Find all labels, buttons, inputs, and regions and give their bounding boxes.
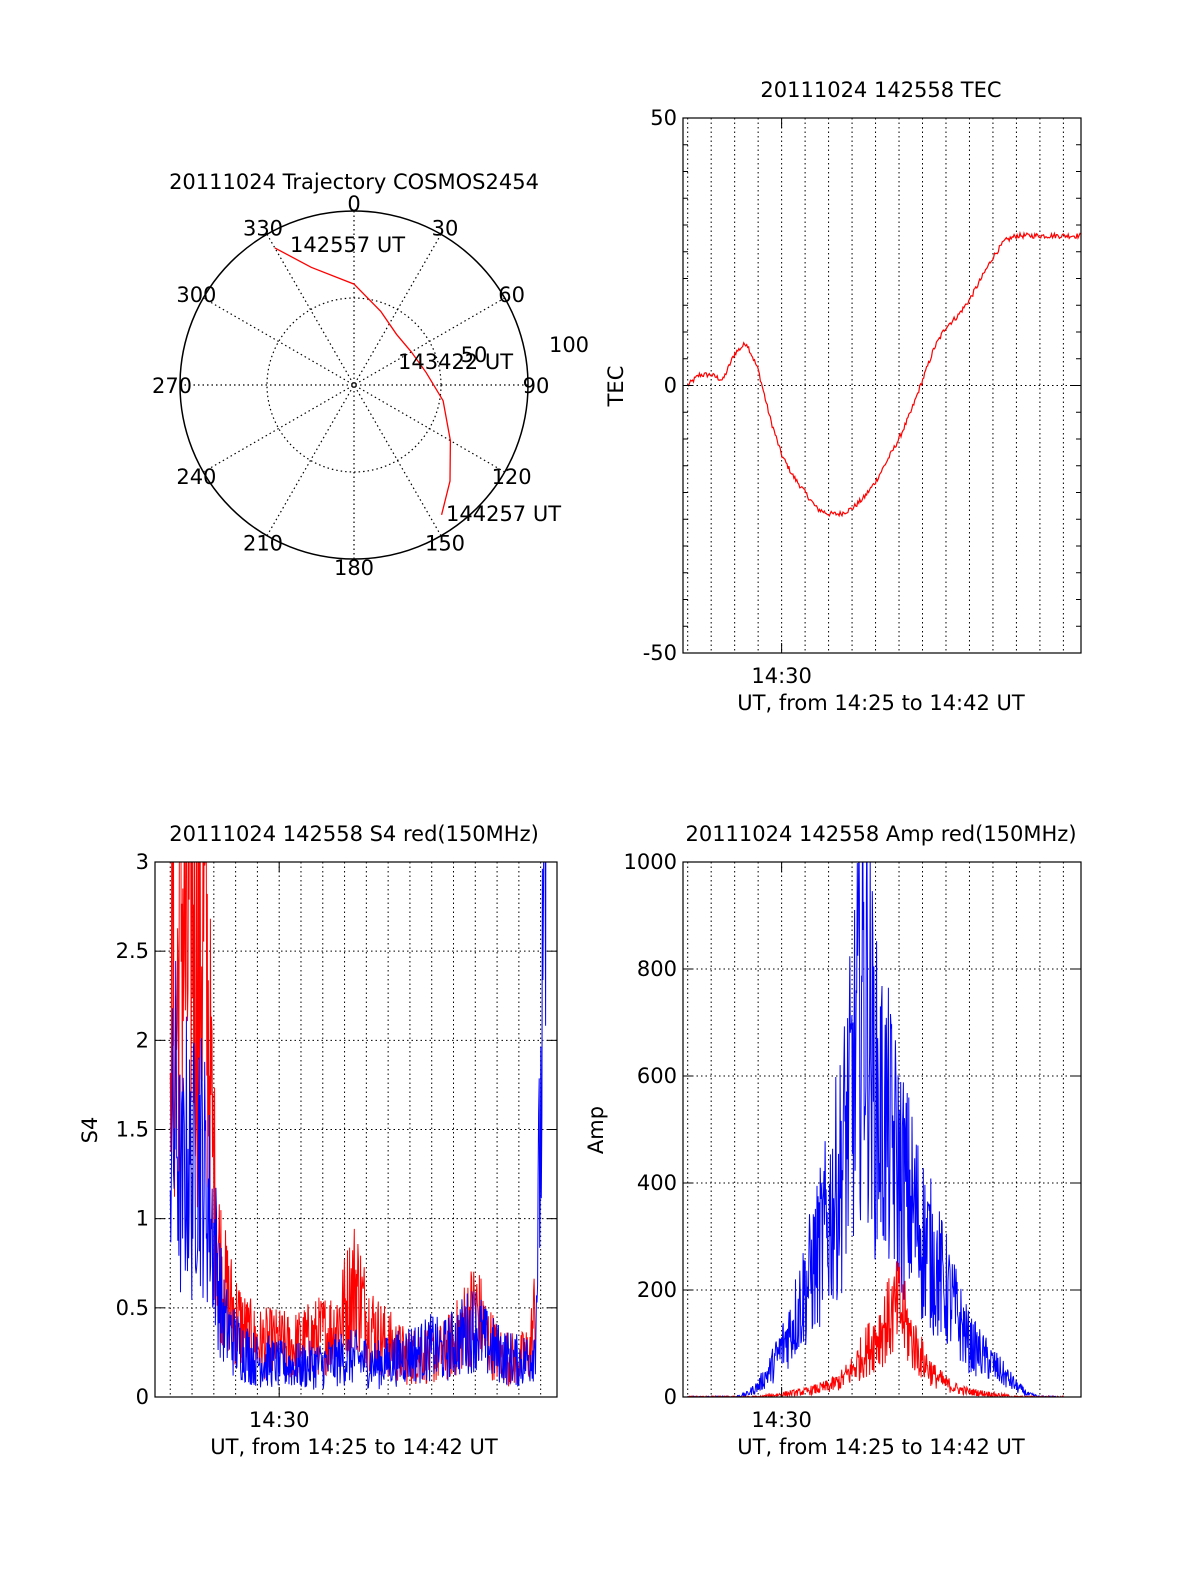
s4-series-line bbox=[169, 862, 536, 1387]
s4-ytick-label: 2.5 bbox=[116, 939, 149, 963]
trajectory-panel: 20111024 Trajectory COSMOS2454 0 30 60 90 12… bbox=[152, 170, 589, 580]
tec-ytick-label: 50 bbox=[650, 106, 677, 130]
trajectory-azimuth-label: 180 bbox=[334, 556, 374, 580]
trajectory-ring-label-100: 100 bbox=[549, 333, 589, 357]
tec-series-line bbox=[687, 230, 1081, 518]
trajectory-azimuth-label: 270 bbox=[152, 374, 192, 398]
tec-ytick-label: -50 bbox=[643, 641, 677, 665]
tec-grid bbox=[683, 118, 1081, 653]
tec-ylabel: TEC bbox=[604, 366, 628, 408]
s4-panel: 20111024 142558 S4 red(150MHz) S4 UT, fr… bbox=[78, 822, 558, 1459]
s4-ytick-label: 2 bbox=[136, 1028, 149, 1052]
tec-xlabel: UT, from 14:25 to 14:42 UT bbox=[737, 691, 1025, 715]
amp-frame bbox=[682, 861, 1082, 1398]
trajectory-path bbox=[274, 247, 452, 515]
amp-yaxis: 0 200 400 600 800 1000 14:30 bbox=[624, 850, 1081, 1432]
trajectory-title: 20111024 Trajectory COSMOS2454 bbox=[169, 170, 539, 194]
amp-xlabel: UT, from 14:25 to 14:42 UT bbox=[737, 1435, 1025, 1459]
trajectory-azimuth-label: 120 bbox=[492, 465, 532, 489]
trajectory-azimuth-label: 0 bbox=[347, 192, 360, 216]
s4-yaxis: 0 0.5 1 1.5 2 2.5 3 14:30 bbox=[116, 850, 557, 1432]
amp-ytick-label: 600 bbox=[637, 1064, 677, 1088]
s4-ylabel: S4 bbox=[78, 1117, 102, 1144]
amp-series bbox=[687, 862, 1064, 1397]
trajectory-start-annotation: 142557 UT bbox=[290, 233, 405, 257]
tec-xtick-label: 14:30 bbox=[751, 664, 812, 688]
trajectory-azimuth-label: 210 bbox=[243, 532, 283, 556]
s4-series-line bbox=[169, 862, 547, 1390]
tec-ytick-label: 0 bbox=[664, 374, 677, 398]
trajectory-azimuth-label: 300 bbox=[176, 283, 216, 307]
amp-series-line bbox=[687, 862, 1064, 1397]
tec-panel: 20111024 142558 TEC TEC UT, from 14:25 t… bbox=[604, 78, 1082, 715]
trajectory-azimuth-labels: 0 30 60 90 120 150 180 210 240 270 300 330 bbox=[152, 192, 549, 580]
amp-ytick-label: 800 bbox=[637, 957, 677, 981]
trajectory-mid-annotation: 143422 UT bbox=[398, 350, 513, 374]
trajectory-grid bbox=[179, 210, 529, 560]
s4-ytick-label: 0.5 bbox=[116, 1296, 149, 1320]
trajectory-ring-label-50: 50 bbox=[461, 343, 488, 367]
tec-title: 20111024 142558 TEC bbox=[760, 78, 1001, 102]
s4-ytick-label: 1.5 bbox=[116, 1118, 149, 1142]
s4-xtick-label: 14:30 bbox=[249, 1408, 310, 1432]
s4-title: 20111024 142558 S4 red(150MHz) bbox=[169, 822, 539, 846]
amp-ytick-label: 0 bbox=[664, 1385, 677, 1409]
s4-ytick-label: 0 bbox=[136, 1385, 149, 1409]
trajectory-series bbox=[274, 247, 452, 515]
amp-panel: 20111024 142558 Amp red(150MHz) Amp UT, … bbox=[584, 822, 1082, 1459]
trajectory-azimuth-label: 90 bbox=[523, 374, 550, 398]
s4-ytick-label: 1 bbox=[136, 1207, 149, 1231]
trajectory-end-annotation: 144257 UT bbox=[446, 502, 561, 526]
s4-xlabel: UT, from 14:25 to 14:42 UT bbox=[210, 1435, 498, 1459]
tec-yaxis: -50 0 50 14:30 bbox=[643, 106, 1081, 688]
trajectory-azimuth-label: 330 bbox=[243, 216, 283, 240]
s4-ytick-label: 3 bbox=[136, 850, 149, 874]
amp-xtick-label: 14:30 bbox=[751, 1408, 812, 1432]
trajectory-azimuth-label: 30 bbox=[432, 216, 459, 240]
tec-series bbox=[687, 230, 1081, 518]
amp-title: 20111024 142558 Amp red(150MHz) bbox=[685, 822, 1076, 846]
trajectory-azimuth-label: 60 bbox=[498, 283, 525, 307]
amp-ytick-label: 200 bbox=[637, 1278, 677, 1302]
amp-ytick-label: 400 bbox=[637, 1171, 677, 1195]
trajectory-azimuth-label: 240 bbox=[176, 465, 216, 489]
trajectory-azimuth-label: 150 bbox=[425, 532, 465, 556]
amp-ylabel: Amp bbox=[584, 1106, 608, 1154]
amp-ytick-label: 1000 bbox=[624, 850, 677, 874]
s4-series bbox=[169, 862, 547, 1390]
